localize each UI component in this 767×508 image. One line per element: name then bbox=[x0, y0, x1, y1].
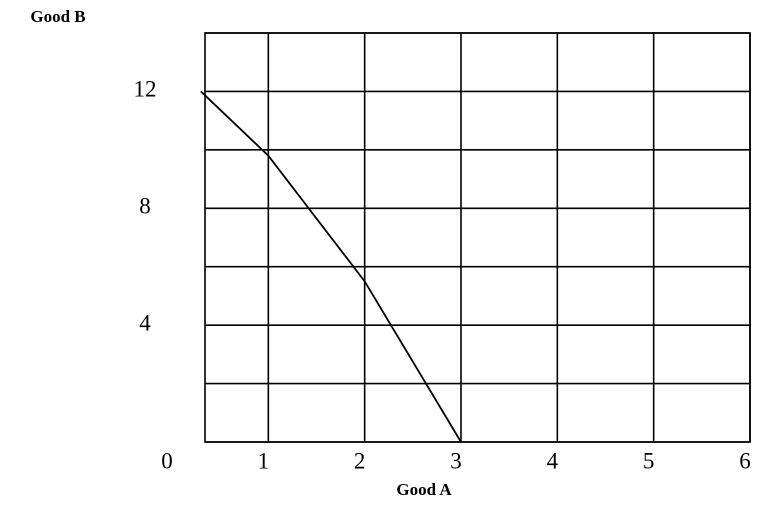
x-tick-label: 1 bbox=[258, 448, 270, 473]
x-tick-label: 3 bbox=[450, 448, 462, 473]
y-tick-label: 12 bbox=[134, 77, 157, 102]
y-tick-label: 4 bbox=[139, 310, 151, 335]
x-tick-label: 0 bbox=[161, 448, 173, 473]
x-tick-label: 4 bbox=[547, 448, 559, 473]
y-tick-label: 8 bbox=[139, 194, 151, 219]
x-tick-label: 2 bbox=[354, 448, 366, 473]
x-axis-label: Good A bbox=[396, 480, 452, 499]
y-axis-label: Good B bbox=[30, 7, 85, 26]
x-tick-label: 6 bbox=[739, 448, 751, 473]
x-tick-label: 5 bbox=[643, 448, 655, 473]
ppf-curve bbox=[200, 90, 462, 443]
plot-frame bbox=[204, 32, 751, 443]
